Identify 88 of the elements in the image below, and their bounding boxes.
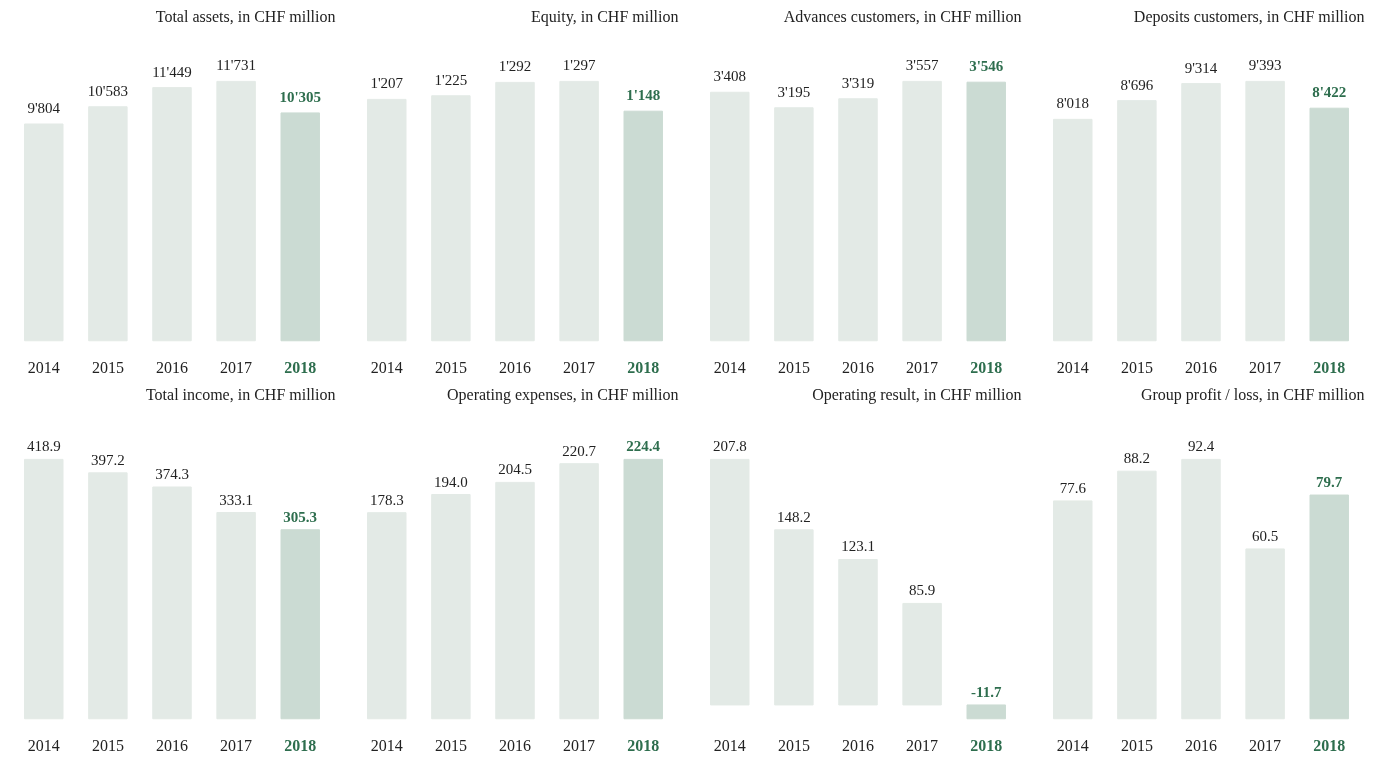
data-label: 11'449 <box>152 63 192 80</box>
x-tick-label: 2017 <box>1249 736 1282 754</box>
x-tick-label: 2018 <box>1313 736 1346 754</box>
x-tick-label: 2015 <box>777 736 810 754</box>
data-label: 9'804 <box>27 99 61 116</box>
x-tick-label: 2018 <box>970 358 1003 376</box>
data-label: 9'393 <box>1248 57 1282 74</box>
chart-title: Deposits customers, in CHF million <box>1133 7 1365 26</box>
data-label: 3'408 <box>713 68 747 85</box>
data-label: 220.7 <box>562 442 597 459</box>
x-tick-label: 2018 <box>1313 358 1346 376</box>
data-label: 397.2 <box>91 451 125 468</box>
x-tick-label: 2015 <box>91 736 124 754</box>
chart-title: Operating result, in CHF million <box>812 385 1022 404</box>
data-label: 1'148 <box>626 87 661 104</box>
x-tick-label: 2014 <box>27 358 60 376</box>
data-label: 1'207 <box>370 75 404 92</box>
x-tick-label: 2017 <box>220 736 253 754</box>
data-label: 418.9 <box>26 438 61 455</box>
chart-title: Advances customers, in CHF million <box>783 7 1022 25</box>
x-tick-label: 2018 <box>970 736 1003 754</box>
data-label: 123.1 <box>841 538 875 555</box>
data-label: 9'314 <box>1184 59 1218 76</box>
x-tick-label: 2014 <box>713 736 746 754</box>
data-label: 1'225 <box>434 71 468 88</box>
data-label: 178.3 <box>369 491 404 508</box>
data-label: 79.7 <box>1316 474 1343 491</box>
data-label: 148.2 <box>777 508 811 525</box>
x-tick-label: 2014 <box>370 358 403 376</box>
x-tick-label: 2015 <box>91 358 124 376</box>
x-tick-label: 2015 <box>1120 358 1153 376</box>
data-label: 92.4 <box>1187 438 1215 455</box>
x-tick-label: 2016 <box>842 358 874 376</box>
data-label: 8'018 <box>1056 95 1090 112</box>
data-label: 60.5 <box>1251 527 1279 544</box>
data-label: 207.8 <box>712 438 747 455</box>
chart-title: Total assets, in CHF million <box>155 7 336 25</box>
chart-title: Total income, in CHF million <box>145 385 336 403</box>
x-tick-label: 2017 <box>1249 358 1282 376</box>
data-label: 3'319 <box>841 74 875 91</box>
data-label: 85.9 <box>908 582 936 599</box>
chart-title: Operating expenses, in CHF million <box>446 385 679 404</box>
x-tick-label: 2017 <box>563 358 596 376</box>
data-label: 374.3 <box>155 466 189 482</box>
x-tick-label: 2014 <box>1056 736 1089 754</box>
data-label: 3'195 <box>777 83 811 100</box>
x-tick-label: 2014 <box>370 736 403 754</box>
x-tick-label: 2016 <box>499 358 531 376</box>
x-tick-label: 2016 <box>1185 358 1217 376</box>
x-tick-label: 2017 <box>906 358 939 376</box>
x-tick-label: 2014 <box>27 736 60 754</box>
data-label: 1'297 <box>562 57 596 74</box>
data-label: 10'305 <box>279 88 322 105</box>
data-label: 11'731 <box>216 57 256 74</box>
chart-title: Group profit / loss, in CHF million <box>1140 385 1365 404</box>
x-tick-label: 2016 <box>156 736 188 754</box>
data-label: 88.2 <box>1123 450 1151 467</box>
data-label: 204.5 <box>498 461 532 478</box>
x-tick-label: 2015 <box>434 358 467 376</box>
x-tick-label: 2017 <box>906 736 939 754</box>
data-label: 305.3 <box>283 508 318 525</box>
x-tick-label: 2014 <box>1056 358 1089 376</box>
x-tick-label: 2017 <box>220 358 253 376</box>
data-label: -11.7 <box>971 683 1002 700</box>
x-tick-label: 2015 <box>777 358 810 376</box>
data-label: 333.1 <box>219 491 253 508</box>
data-label: 224.4 <box>626 438 661 455</box>
x-tick-label: 2018 <box>284 358 317 376</box>
x-tick-label: 2015 <box>1120 736 1153 754</box>
x-tick-label: 2016 <box>1185 736 1217 754</box>
data-label: 1'292 <box>498 58 532 75</box>
data-label: 194.0 <box>434 473 468 490</box>
x-tick-label: 2015 <box>434 736 467 754</box>
data-label: 8'422 <box>1312 84 1347 101</box>
data-label: 3'546 <box>969 58 1004 75</box>
data-label: 8'696 <box>1120 76 1154 93</box>
x-tick-label: 2016 <box>499 736 531 754</box>
x-tick-label: 2018 <box>284 736 317 754</box>
x-tick-label: 2016 <box>842 736 874 754</box>
x-tick-label: 2018 <box>627 736 660 754</box>
data-label: 77.6 <box>1059 479 1087 496</box>
x-tick-label: 2016 <box>156 358 188 376</box>
data-label: 10'583 <box>87 82 128 99</box>
chart-title: Equity, in CHF million <box>531 7 679 26</box>
x-tick-label: 2018 <box>627 358 660 376</box>
data-label: 3'557 <box>905 57 939 74</box>
x-tick-label: 2014 <box>713 358 746 376</box>
x-tick-label: 2017 <box>563 736 596 754</box>
